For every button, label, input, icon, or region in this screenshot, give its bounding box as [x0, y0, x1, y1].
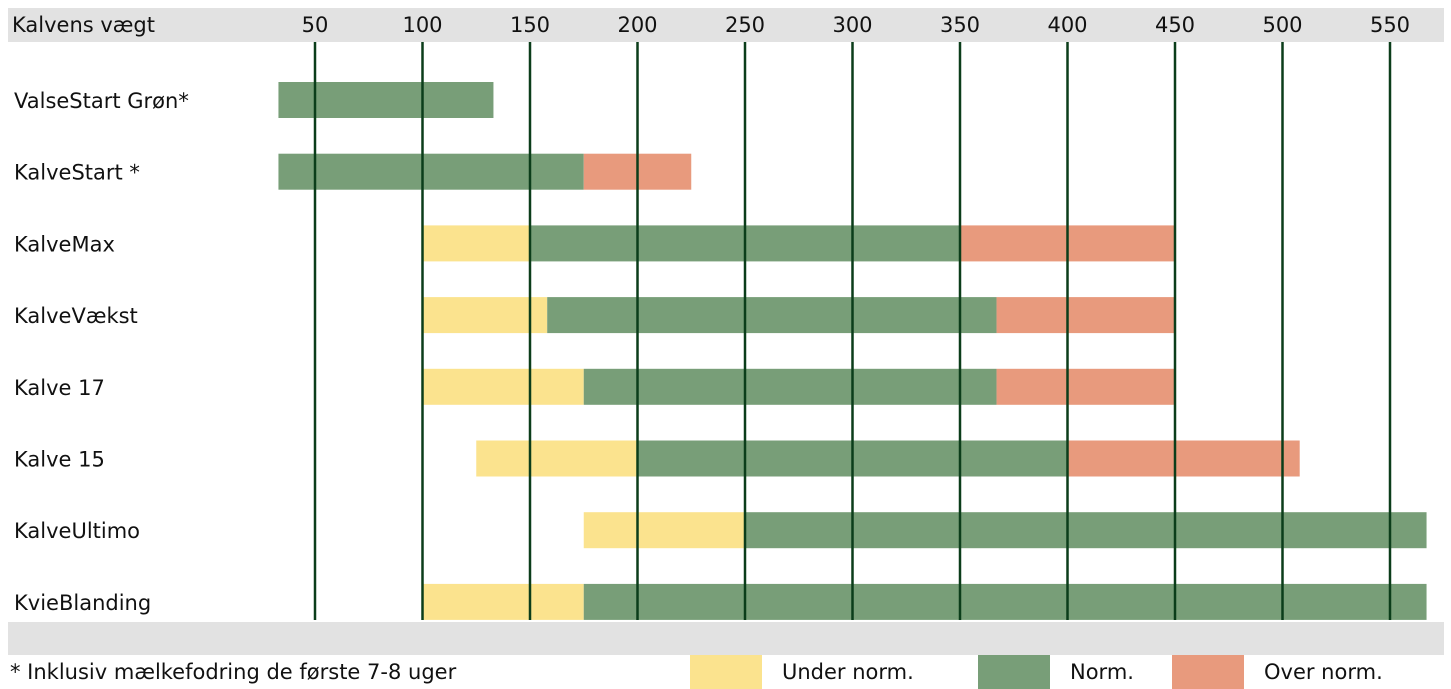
x-tick-label: 500 — [1262, 13, 1302, 37]
row-label: KalveVækst — [14, 304, 138, 328]
range-bar — [278, 153, 584, 190]
x-tick-label: 150 — [510, 13, 550, 37]
range-bar — [996, 368, 1175, 405]
x-tick-label: 400 — [1047, 13, 1087, 37]
row-label: KalveMax — [14, 232, 115, 256]
axis-label: Kalvens vægt — [12, 13, 155, 37]
legend-label: Norm. — [1070, 660, 1134, 684]
range-bar — [1067, 440, 1300, 477]
x-tick-label: 100 — [402, 13, 442, 37]
row-label: ValseStart Grøn* — [14, 89, 189, 113]
header-band — [8, 8, 1444, 42]
range-bar — [278, 82, 494, 118]
row-label: Kalve 15 — [14, 448, 105, 472]
footer-band — [8, 622, 1444, 655]
range-bar — [745, 512, 1427, 549]
row-label: Kalve 17 — [14, 376, 105, 400]
x-tick-label: 350 — [940, 13, 980, 37]
footnote: * Inklusiv mælkefodring de første 7-8 ug… — [10, 660, 457, 684]
legend-label: Over norm. — [1264, 660, 1383, 684]
range-bar — [996, 297, 1175, 334]
range-bar — [422, 225, 530, 262]
x-tick-label: 450 — [1155, 13, 1195, 37]
legend-swatch — [978, 655, 1050, 689]
range-bar — [583, 512, 745, 549]
legend-swatch — [1172, 655, 1244, 689]
range-bar — [422, 297, 548, 334]
range-bar — [547, 297, 997, 334]
x-tick-label: 50 — [302, 13, 329, 37]
row-label: KalveUltimo — [14, 519, 140, 543]
range-bar — [422, 583, 584, 620]
legend-label: Under norm. — [782, 660, 914, 684]
x-tick-label: 200 — [617, 13, 657, 37]
x-tick-label: 250 — [725, 13, 765, 37]
row-label: KalveStart * — [14, 161, 140, 185]
range-bar — [583, 583, 1427, 620]
row-label: KvieBlanding — [14, 591, 151, 615]
x-tick-label: 550 — [1370, 13, 1410, 37]
range-bar — [422, 368, 584, 405]
range-bar — [583, 368, 997, 405]
x-tick-label: 300 — [832, 13, 872, 37]
range-bar — [476, 440, 638, 477]
legend-swatch — [690, 655, 762, 689]
